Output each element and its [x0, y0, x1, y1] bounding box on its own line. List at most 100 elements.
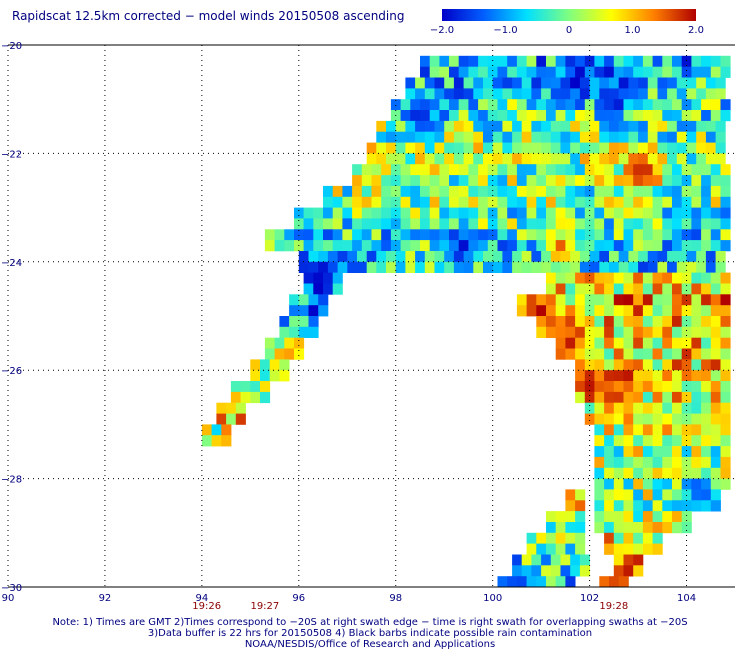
- wind-cell: [642, 326, 653, 338]
- wind-cell: [274, 240, 285, 252]
- time-label: 19:28: [599, 601, 628, 612]
- wind-cell: [400, 99, 411, 111]
- wind-cell: [463, 251, 474, 263]
- wind-cell: [662, 110, 673, 122]
- wind-cell: [579, 142, 590, 154]
- wind-cell: [546, 576, 557, 587]
- wind-cell: [720, 196, 731, 208]
- wind-cell: [449, 196, 460, 208]
- wind-cell: [613, 283, 624, 295]
- wind-cell: [531, 565, 542, 577]
- wind-cell: [308, 294, 319, 306]
- wind-cell: [720, 283, 731, 295]
- footnote-line-1: Note: 1) Times are GMT 2)Times correspon…: [52, 617, 687, 628]
- wind-cell: [298, 294, 309, 306]
- wind-cell: [458, 218, 469, 230]
- wind-cell: [686, 131, 697, 143]
- wind-cell: [676, 261, 687, 273]
- wind-cell: [647, 120, 658, 133]
- wind-cell: [647, 131, 658, 143]
- wind-cell: [696, 153, 707, 165]
- wind-cell: [526, 185, 537, 198]
- wind-cell: [691, 218, 702, 230]
- wind-cell: [565, 175, 576, 187]
- wind-cell: [546, 185, 557, 198]
- wind-cell: [613, 316, 624, 328]
- wind-cell: [536, 229, 547, 241]
- wind-cell: [434, 251, 445, 263]
- wind-cell: [516, 99, 527, 111]
- wind-cell: [633, 522, 644, 534]
- wind-cell: [478, 66, 489, 78]
- wind-cell: [623, 207, 634, 219]
- wind-cell: [458, 175, 469, 187]
- wind-cell: [589, 120, 600, 133]
- wind-cell: [526, 110, 537, 122]
- wind-cell: [662, 283, 673, 295]
- wind-cell: [594, 381, 605, 393]
- wind-cell: [352, 218, 363, 230]
- wind-cell: [429, 66, 440, 78]
- wind-cell: [284, 337, 295, 349]
- wind-cell: [623, 456, 634, 469]
- wind-cell: [439, 185, 450, 198]
- wind-cell: [221, 424, 232, 436]
- wind-cell: [584, 185, 595, 198]
- wind-cell: [318, 261, 329, 273]
- wind-cell: [332, 240, 343, 252]
- wind-cell: [686, 261, 697, 273]
- wind-cell: [264, 348, 275, 360]
- wind-cell: [691, 175, 702, 187]
- wind-cell: [642, 391, 653, 404]
- wind-cell: [483, 131, 494, 143]
- wind-cell: [691, 348, 702, 360]
- wind-cell: [652, 326, 663, 338]
- wind-cell: [657, 261, 668, 273]
- wind-cell: [497, 576, 508, 587]
- wind-cell: [560, 565, 571, 577]
- wind-cell: [599, 587, 609, 598]
- wind-cell: [599, 251, 610, 263]
- wind-cell: [420, 110, 431, 122]
- wind-cell: [468, 240, 479, 252]
- wind-cell: [701, 196, 712, 208]
- wind-cell: [613, 402, 624, 414]
- wind-cell: [710, 305, 721, 317]
- wind-cell: [570, 554, 581, 566]
- wind-cell: [400, 218, 411, 230]
- wind-cell: [492, 153, 503, 165]
- wind-cell: [642, 294, 653, 306]
- wind-cell: [260, 391, 271, 404]
- wind-cell: [662, 467, 673, 479]
- wind-cell: [449, 185, 460, 198]
- wind-cell: [681, 185, 692, 198]
- wind-cell: [623, 500, 634, 512]
- wind-cell: [264, 229, 275, 241]
- wind-cell: [633, 391, 644, 404]
- wind-cell: [570, 131, 581, 143]
- wind-cell: [609, 142, 620, 154]
- wind-cell: [386, 153, 397, 165]
- wind-cell: [642, 305, 653, 317]
- wind-cell: [526, 175, 537, 187]
- wind-cell: [619, 587, 629, 598]
- wind-cell: [332, 229, 343, 241]
- wind-cell: [623, 110, 634, 122]
- wind-cell: [638, 142, 649, 154]
- wind-cell: [594, 424, 605, 436]
- wind-cell: [420, 99, 431, 111]
- wind-cell: [672, 164, 683, 176]
- wind-cell: [487, 164, 498, 176]
- wind-cell: [652, 175, 663, 187]
- wind-cell: [536, 55, 547, 67]
- wind-cell: [536, 587, 546, 598]
- wind-cell: [565, 66, 576, 78]
- wind-cell: [613, 99, 624, 111]
- wind-cell: [652, 413, 663, 425]
- wind-cell: [701, 381, 712, 393]
- wind-cell: [516, 294, 527, 306]
- wind-cell: [613, 511, 624, 523]
- wind-cell: [381, 229, 392, 241]
- wind-cell: [434, 261, 445, 273]
- wind-cell: [536, 196, 547, 208]
